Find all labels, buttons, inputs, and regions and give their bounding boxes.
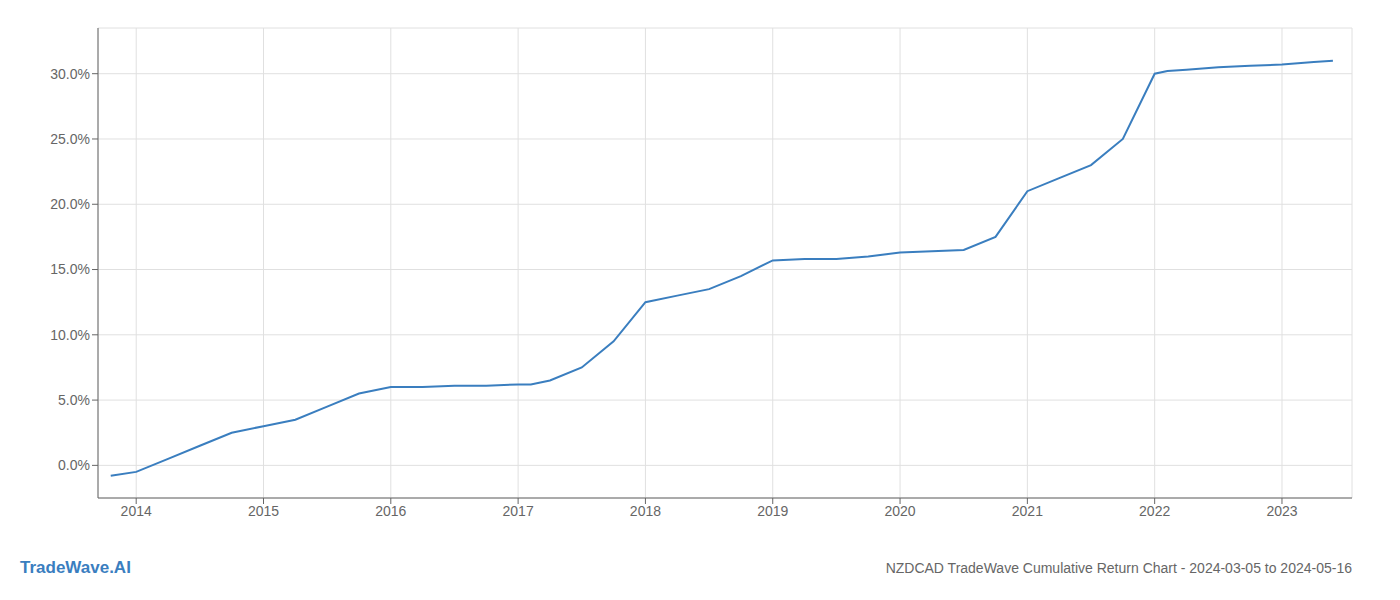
svg-text:2019: 2019 (757, 503, 788, 519)
svg-text:15.0%: 15.0% (50, 261, 90, 277)
svg-text:2017: 2017 (503, 503, 534, 519)
html-text:NZDCAD TradeWave Cumulative Re: NZDCAD TradeWave Cumulative Return Chart… (885, 560, 1352, 576)
svg-text:20.0%: 20.0% (50, 196, 90, 212)
svg-text:2021: 2021 (1012, 503, 1043, 519)
svg-text:25.0%: 25.0% (50, 131, 90, 147)
svg-text:2015: 2015 (248, 503, 279, 519)
html-text:TradeWave.AI: TradeWave.AI (20, 558, 131, 577)
svg-text:0.0%: 0.0% (58, 457, 90, 473)
svg-text:2016: 2016 (375, 503, 406, 519)
svg-text:2023: 2023 (1266, 503, 1297, 519)
svg-text:5.0%: 5.0% (58, 392, 90, 408)
svg-text:30.0%: 30.0% (50, 66, 90, 82)
svg-text:2022: 2022 (1139, 503, 1170, 519)
svg-text:2018: 2018 (630, 503, 661, 519)
svg-text:2020: 2020 (884, 503, 915, 519)
svg-text:2014: 2014 (121, 503, 152, 519)
svg-text:10.0%: 10.0% (50, 327, 90, 343)
